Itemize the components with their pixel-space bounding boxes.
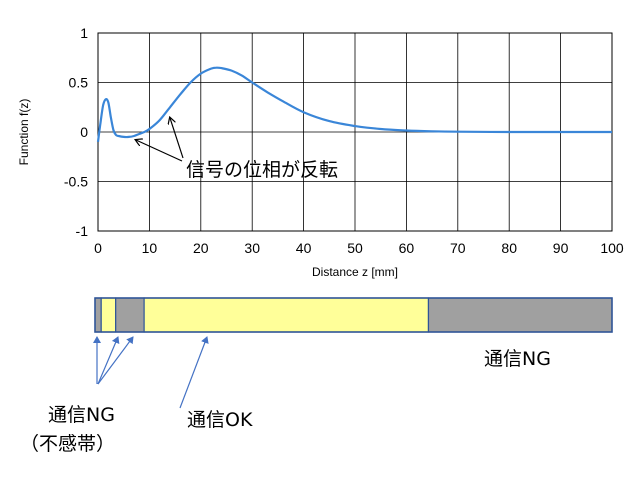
- y-tick-label: -1: [76, 223, 89, 239]
- x-tick-label: 50: [347, 240, 363, 256]
- segment-ng: [427, 297, 613, 333]
- ng-label-right: 通信NG: [484, 348, 551, 370]
- y-tick-label: -0.5: [64, 174, 88, 190]
- x-tick-label: 20: [193, 240, 209, 256]
- x-tick-label: 40: [296, 240, 312, 256]
- x-tick-label: 100: [600, 240, 624, 256]
- y-tick-labels: 1 0.5 0 -0.5 -1: [64, 25, 88, 239]
- x-axis-label: Distance z [mm]: [312, 265, 398, 279]
- annotation-text: 信号の位相が反転: [186, 159, 338, 181]
- x-tick-label: 10: [142, 240, 158, 256]
- series-line: [96, 66, 612, 143]
- communication-status-bar: [94, 297, 613, 333]
- annotation-arrow: [170, 118, 184, 159]
- x-tick-label: 90: [553, 240, 569, 256]
- status-bar-outline: [94, 297, 613, 333]
- phase-inversion-annotation: 信号の位相が反転: [136, 118, 338, 181]
- function-chart: 1 0.5 0 -0.5 -1 0 10 20 30 40 50 60 70 80 90 100 Dista…: [17, 25, 624, 279]
- deadband-label-2: （不感帯）: [20, 433, 115, 455]
- arrow-to-gray-segment: [97, 336, 120, 385]
- y-tick-label: 1: [80, 25, 88, 41]
- arrow-to-ok-segment: [179, 336, 209, 409]
- y-tick-label: 0: [80, 124, 88, 140]
- segment-ng: [94, 297, 102, 333]
- x-tick-label: 80: [501, 240, 517, 256]
- x-tick-label: 0: [94, 240, 102, 256]
- deadband-label-1: 通信NG: [48, 404, 115, 426]
- segment-ng: [115, 297, 145, 333]
- y-axis-label: Function f(z): [17, 99, 31, 166]
- segment-ok: [100, 297, 117, 333]
- annotation-arrow: [136, 140, 183, 162]
- segment-ok: [143, 297, 430, 333]
- y-tick-label: 0.5: [69, 75, 89, 91]
- bar-annotations: 通信NG 通信OK 通信NG （不感帯）: [20, 336, 551, 455]
- x-tick-label: 70: [450, 240, 466, 256]
- x-tick-label: 30: [244, 240, 260, 256]
- x-tick-label: 60: [399, 240, 415, 256]
- ok-label: 通信OK: [187, 409, 253, 431]
- x-tick-labels: 0 10 20 30 40 50 60 70 80 90 100: [94, 240, 624, 256]
- arrow-to-gray-segment: [97, 336, 134, 385]
